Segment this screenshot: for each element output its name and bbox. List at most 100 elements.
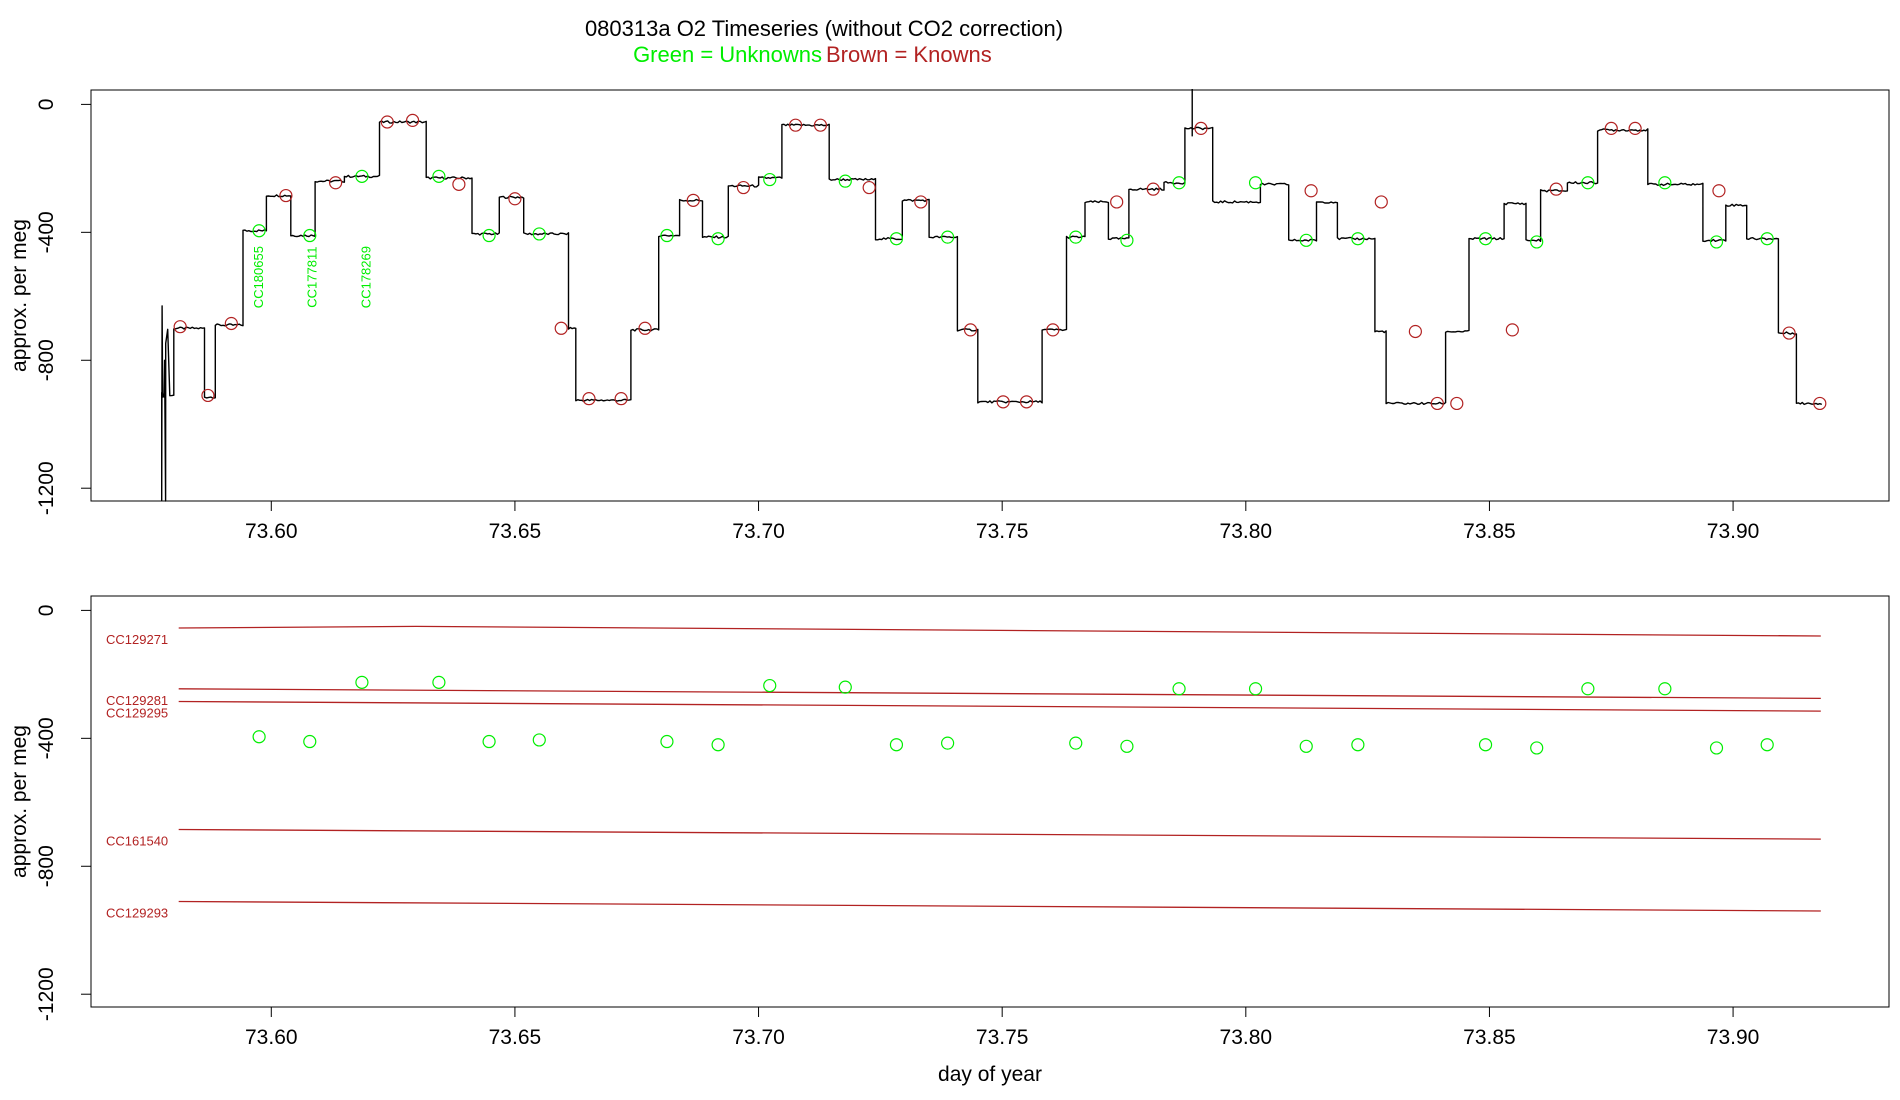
known-point [1194,121,1208,135]
sample-annotation: CC180655 [251,246,266,308]
unknown-point [1530,235,1544,249]
known-point [1813,396,1827,411]
bottom-y-tick-label: -800 [35,845,58,887]
unknown-point [660,734,674,749]
known-point [788,118,803,132]
top-x-tick-label: 73.75 [976,520,1029,543]
bottom-x-tick-label: 73.80 [1220,1026,1273,1049]
reference-line-cc129271 [178,625,1821,637]
known-point [1549,182,1563,196]
unknown-point [763,172,777,187]
known-point [1712,184,1726,198]
bottom-x-tick-label: 73.70 [732,1026,785,1049]
unknown-point [1172,176,1186,190]
unknown-point [432,169,446,183]
unknown-point [763,678,777,693]
unknown-point [1581,682,1595,696]
unknown-point [1760,738,1774,752]
known-point [1110,195,1124,209]
known-point [996,395,1010,409]
unknown-point [941,736,955,750]
bottom-x-tick-label: 73.60 [245,1026,298,1049]
known-point [279,188,293,203]
known-point [1408,324,1422,339]
known-point [1450,396,1464,411]
top-x-tick-label: 73.65 [489,520,542,543]
unknown-point [482,228,496,243]
top-y-tick-label: -1200 [35,461,58,515]
unknown-point [1581,176,1595,190]
chart-title: 080313a O2 Timeseries (without CO2 corre… [585,16,1063,41]
unknown-point [1299,739,1313,753]
known-point [452,177,466,191]
bottom-y-axis-title: approx. per meg [8,725,31,878]
unknown-point [889,738,904,752]
known-point [329,176,343,190]
top-x-tick-label: 73.85 [1463,520,1516,543]
unknown-point [1351,232,1365,246]
legend-unknowns-text: Green = Unknowns [633,42,822,67]
top-plot-frame [90,89,1890,502]
top-y-tick-label: 0 [35,99,58,111]
reference-label-cc129281: CC129281 [106,693,168,708]
reference-line-cc129281 [178,688,1821,700]
known-point [813,118,828,132]
known-point [224,316,238,331]
unknown-point [941,230,955,244]
unknown-point [1120,233,1134,247]
unknown-point [1299,233,1313,247]
reference-label-cc129293: CC129293 [106,905,168,920]
top-y-tick-label: -800 [35,339,58,381]
known-point [582,392,596,406]
unknown-point [1760,232,1774,246]
unknown-point [1658,176,1672,190]
known-point [173,320,187,334]
sample-annotation: CC177811 [305,247,320,308]
o2-trace-line [161,120,1823,502]
known-point [1046,323,1060,337]
unknown-point [303,228,317,243]
unknown-point [1120,739,1134,753]
known-point [405,113,420,127]
unknown-point [1069,230,1083,244]
known-point [554,321,568,335]
sample-annotation: CC178269 [358,246,373,308]
reference-line-cc129293 [178,900,1821,912]
unknown-point [532,733,546,747]
known-point [1304,184,1318,198]
top-panel: 73.60 73.65 73.70 73.75 73.80 73.85 73.90 0 -400… [8,89,1890,543]
unknown-point [1658,682,1672,696]
unknown-point [432,675,446,689]
unknown-point [711,738,725,752]
bottom-x-tick-label: 73.75 [976,1026,1029,1049]
known-point [1146,182,1160,196]
known-point [201,388,215,403]
known-point [1628,121,1642,135]
unknown-point [838,680,852,694]
reference-label-cc129295: CC129295 [106,706,168,721]
known-point [1019,395,1034,409]
unknown-point [838,174,852,188]
known-point [638,321,652,335]
unknown-point [1172,682,1186,696]
unknown-point [1530,741,1544,755]
top-y-axis-title: approx. per meg [8,219,31,372]
reference-line-cc129295 [178,700,1821,712]
unknown-point [303,734,317,749]
unknown-point [1248,682,1263,696]
known-point [1505,323,1519,337]
unknown-point [482,734,496,749]
bottom-x-tick-label: 73.65 [489,1026,542,1049]
unknown-point [1478,232,1493,246]
unknown-point [1709,741,1724,755]
bottom-y-tick-label: -1200 [35,967,58,1021]
known-point [1374,195,1388,209]
bottom-plot-frame [90,595,1890,1008]
known-point [1782,326,1796,340]
reference-label-cc161540: CC161540 [106,833,168,848]
bottom-panel: 73.60 73.65 73.70 73.75 73.80 73.85 73.90 0 -400… [8,595,1890,1086]
unknown-point [252,730,266,744]
unknown-point [355,169,369,183]
unknown-point [532,227,546,241]
